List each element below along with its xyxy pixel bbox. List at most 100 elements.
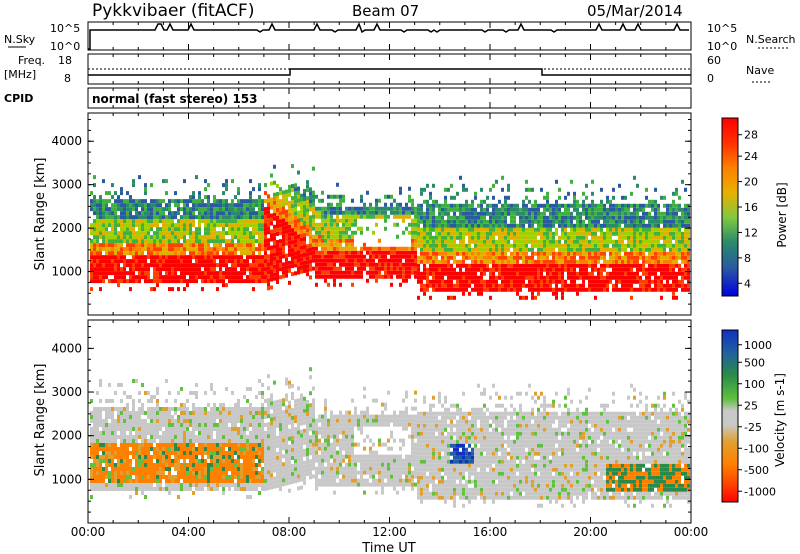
heatmap-cell: [111, 398, 114, 403]
heatmap-cell: [240, 215, 243, 220]
heatmap-cell: [687, 263, 690, 268]
heatmap-cell: [312, 202, 315, 207]
heatmap-cell: [588, 239, 591, 244]
heatmap-cell: [138, 227, 141, 232]
heatmap-cell: [189, 390, 192, 395]
heatmap-cell: [165, 438, 168, 443]
heatmap-cell: [624, 203, 627, 208]
heatmap-cell: [210, 223, 213, 228]
heatmap-cell: [234, 231, 237, 236]
heatmap-cell: [264, 223, 267, 228]
heatmap-cell: [633, 223, 636, 228]
heatmap-cell: [591, 211, 594, 216]
heatmap-cell: [180, 267, 183, 272]
heatmap-cell: [525, 195, 528, 200]
heatmap-cell: [405, 270, 408, 275]
heatmap-cell: [627, 243, 630, 248]
heatmap-cell: [678, 263, 681, 268]
heatmap-cell: [99, 478, 102, 483]
heatmap-cell: [336, 202, 339, 207]
heatmap-cell: [537, 223, 540, 228]
heatmap-cell: [621, 227, 624, 232]
heatmap-cell: [546, 191, 549, 196]
heatmap-cell: [558, 207, 561, 212]
heatmap-cell: [558, 255, 561, 260]
heatmap-cell: [627, 287, 630, 292]
heatmap-cell: [285, 269, 288, 274]
heatmap-cell: [114, 474, 117, 479]
heatmap-cell: [126, 231, 129, 236]
heatmap-cell: [201, 458, 204, 463]
heatmap-cell: [501, 279, 504, 284]
heatmap-cell: [195, 382, 198, 387]
heatmap-cell: [186, 434, 189, 439]
heatmap-cell: [552, 251, 555, 256]
heatmap-cell: [111, 410, 114, 415]
heatmap-cell: [156, 462, 159, 467]
heatmap-cell: [240, 199, 243, 204]
heatmap-cell: [198, 235, 201, 240]
heatmap-cell: [669, 247, 672, 252]
heatmap-cell: [246, 275, 249, 280]
heatmap-cell: [132, 251, 135, 256]
heatmap-cell: [249, 195, 252, 200]
heatmap-cell: [93, 251, 96, 256]
heatmap-cell: [540, 227, 543, 232]
heatmap-cell: [567, 203, 570, 208]
heatmap-cell: [183, 438, 186, 443]
heatmap-cell: [501, 271, 504, 276]
heatmap-cell: [111, 414, 114, 419]
heatmap-cell: [231, 239, 234, 244]
heatmap-cell: [549, 215, 552, 220]
heatmap-cell: [525, 283, 528, 288]
heatmap-cell: [123, 219, 126, 224]
heatmap-cell: [624, 247, 627, 252]
ytick-label: 2000: [51, 221, 82, 235]
heatmap-cell: [573, 215, 576, 220]
heatmap-cell: [171, 279, 174, 284]
heatmap-cell: [186, 406, 189, 411]
heatmap-cell: [501, 275, 504, 280]
heatmap-cell: [456, 263, 459, 268]
heatmap-cell: [489, 227, 492, 232]
heatmap-cell: [147, 486, 150, 491]
heatmap-cell: [276, 259, 279, 264]
heatmap-cell: [168, 474, 171, 479]
heatmap-cell: [111, 227, 114, 232]
heatmap-cell: [441, 231, 444, 236]
heatmap-cell: [288, 240, 291, 245]
heatmap-cell: [525, 263, 528, 268]
heatmap-cell: [342, 274, 345, 279]
heatmap-cell: [189, 271, 192, 276]
heatmap-cell: [351, 262, 354, 267]
heatmap-cell: [591, 239, 594, 244]
heatmap-cell: [510, 267, 513, 272]
heatmap-cell: [411, 222, 414, 227]
heatmap-cell: [267, 242, 270, 247]
heatmap-cell: [399, 246, 402, 251]
heatmap-cell: [174, 215, 177, 220]
heatmap-cell: [126, 259, 129, 264]
heatmap-cell: [321, 234, 324, 239]
heatmap-cell: [156, 283, 159, 288]
heatmap-cell: [456, 243, 459, 248]
heatmap-cell: [135, 486, 138, 491]
heatmap-cell: [369, 266, 372, 271]
heatmap-cell: [249, 203, 252, 208]
heatmap-cell: [444, 223, 447, 228]
heatmap-cell: [132, 482, 135, 487]
heatmap-cell: [144, 494, 147, 499]
heatmap-cell: [318, 238, 321, 243]
heatmap-cell: [105, 235, 108, 240]
heatmap-cell: [414, 262, 417, 267]
heatmap-cell: [375, 214, 378, 219]
heatmap-cell: [159, 251, 162, 256]
heatmap-cell: [522, 247, 525, 252]
heatmap-cell: [651, 223, 654, 228]
heatmap-cell: [597, 251, 600, 256]
heatmap-cell: [666, 263, 669, 268]
heatmap-cell: [177, 239, 180, 244]
heatmap-cell: [108, 259, 111, 264]
heatmap-cell: [576, 291, 579, 296]
heatmap-cell: [420, 279, 423, 284]
